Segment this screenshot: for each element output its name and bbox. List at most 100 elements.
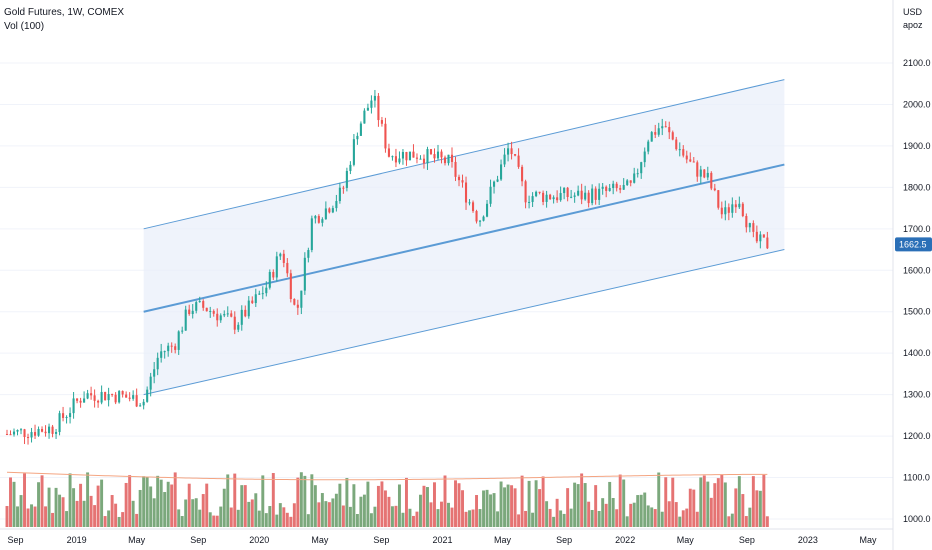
time-tick-label: 2019 [67,535,87,545]
time-axis[interactable]: Sep 2019 May Sep 2020 May Sep 2021 May Sep 2022 May… [8,535,877,545]
candle-up [531,196,534,202]
candle-up [237,324,240,330]
candle-down [703,169,706,178]
volume-bar [744,516,748,527]
volume-bar [390,506,394,527]
volume-bar [229,507,233,527]
volume-bar [135,513,139,527]
price-tick-label: 1000.0 [903,514,931,524]
time-tick-label: Sep [190,535,206,545]
candle-down [510,148,513,155]
price-axis[interactable]: 1000.0 1100.0 1200.0 1300.0 1400.0 1500.0 1600… [903,58,931,524]
volume-bar [510,485,514,527]
volume-bar [618,474,622,527]
volume-bar [485,489,489,527]
candle-up [254,294,257,304]
time-tick-label: May [494,535,512,545]
volume-bar [440,501,443,527]
candle-up [279,253,282,257]
time-tick-label: May [859,535,877,545]
volume-bar [166,481,170,527]
volume-bar [411,515,415,527]
candle-up [661,126,664,129]
candle-up [612,183,615,189]
candle-down [587,192,590,204]
volume-bar [401,512,405,527]
candle-down [443,157,447,164]
candle-up [153,369,156,377]
volume-bars [5,472,769,527]
candle-up [303,257,306,291]
volume-bar [429,502,433,527]
volume-bar [114,503,118,527]
volume-bar [737,476,741,527]
candle-up [528,201,531,203]
candle-down [594,188,597,200]
volume-bar [261,475,265,527]
candle-down [517,155,520,167]
candle-down [104,391,107,401]
volume-bar [527,480,531,527]
volume-bar [219,506,223,527]
volume-bar [580,473,584,527]
candle-up [314,216,317,219]
chart-legend: Gold Futures, 1W, COMEX Vol (100) [4,6,124,34]
candle-down [212,311,215,314]
candle-down [317,216,320,223]
candle-down [202,301,205,308]
candle-up [163,351,166,353]
volume-bar [5,506,9,527]
candle-up [577,190,580,196]
time-tick-label: Sep [739,535,755,545]
volume-bar [709,497,713,527]
candle-up [352,139,355,165]
volume-bar [555,498,559,527]
symbol-title[interactable]: Gold Futures, 1W, COMEX [4,7,125,18]
candle-up [12,431,16,435]
candle-down [394,156,397,163]
channel-upper-line[interactable] [143,79,785,230]
candle-up [699,169,702,177]
volume-bar [678,516,682,527]
volume-bar [373,506,377,527]
candle-down [671,132,674,140]
candle-down [384,123,387,149]
candle-up [335,201,338,209]
volume-bar [471,509,475,527]
candle-down [433,154,436,159]
volume-bar [306,514,310,527]
volume-bar [345,478,349,527]
volume-bar [583,483,587,527]
candle-down [619,188,622,190]
volume-bar [355,513,359,527]
volume-bar [748,507,752,527]
volume-bar [496,511,500,527]
volume-bar [138,489,142,527]
candle-up [307,250,310,258]
candle-up [447,154,450,164]
candle-up [37,428,40,436]
volume-bar [72,488,76,527]
price-tick-label: 1400.0 [903,348,931,358]
candle-down [654,132,657,135]
volume-bar [191,499,195,527]
candle-up [198,301,201,303]
candle-up [559,193,562,201]
scale-mode-label[interactable]: apoz [903,20,923,30]
candle-up [366,107,369,111]
volume-bar [520,475,524,527]
volume-indicator-label[interactable]: Vol (100) [4,21,45,32]
candle-up [156,357,159,370]
channel-middle-line[interactable] [143,163,785,313]
volume-bar [194,498,198,527]
volume-bar [674,502,678,527]
time-tick-label: Sep [556,535,572,545]
candle-up [107,394,110,401]
candle-up [633,173,636,183]
candle-up [640,162,643,174]
channel-lower-line[interactable] [143,249,785,396]
volume-bar [65,511,69,527]
volume-bar [587,501,591,527]
candle-down [471,202,475,212]
